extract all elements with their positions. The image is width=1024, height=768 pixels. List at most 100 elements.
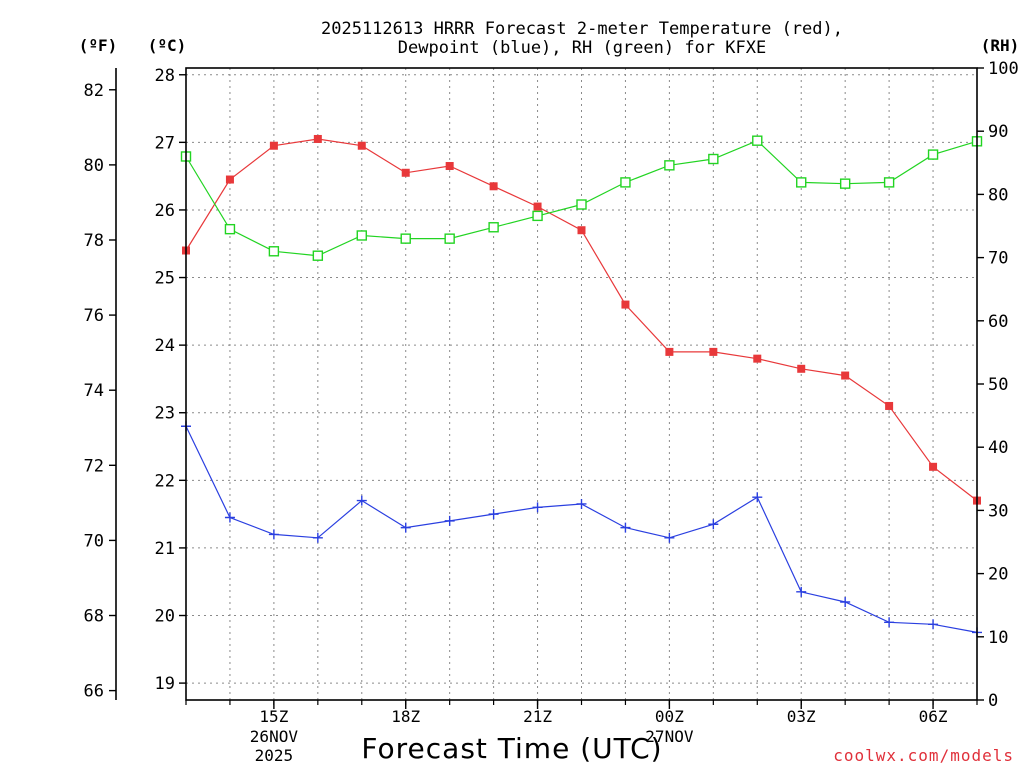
fahrenheit-tick-label: 76 <box>84 306 104 326</box>
rh-unit-label: (RH) <box>981 36 1020 55</box>
dewpoint-point <box>576 498 587 509</box>
rh-tick-label: 50 <box>988 375 1008 395</box>
chart-title-line-2: Dewpoint (blue), RH (green) for KFXE <box>398 38 766 58</box>
celsius-tick-label: 20 <box>155 607 175 627</box>
relative-humidity-point <box>752 135 763 146</box>
relative-humidity-line <box>185 139 978 257</box>
relative-humidity-point <box>620 177 631 188</box>
dewpoint-point <box>664 532 675 543</box>
fahrenheit-tick-label: 68 <box>84 607 104 627</box>
dewpoint-point <box>488 509 499 520</box>
x-tick-date-label: 2025 <box>255 746 294 765</box>
rh-tick-label: 90 <box>988 122 1008 142</box>
relative-humidity-point <box>839 178 851 189</box>
x-tick-label: 21Z <box>523 707 552 726</box>
2-meter-temperature-point <box>401 168 410 177</box>
2-meter-temperature-point <box>225 175 234 184</box>
dewpoint-point <box>752 492 763 503</box>
2-meter-temperature-point <box>797 364 806 373</box>
dewpoint-point <box>928 619 939 630</box>
celsius-tick-label: 19 <box>155 674 175 694</box>
rh-tick-label: 60 <box>988 312 1008 332</box>
x-tick-label: 03Z <box>787 707 816 726</box>
dewpoint-point <box>532 502 543 513</box>
relative-humidity-point <box>796 177 807 188</box>
relative-humidity-point <box>268 246 280 257</box>
celsius-tick-label: 28 <box>155 66 175 86</box>
site-credit: coolwx.com/models <box>833 746 1014 765</box>
celsius-tick-label: 25 <box>155 269 175 289</box>
rh-tick-label: 0 <box>988 691 998 711</box>
2-meter-temperature-point <box>357 141 366 150</box>
2-meter-temperature-point <box>489 182 498 191</box>
fahrenheit-tick-label: 70 <box>84 531 104 551</box>
dewpoint-line <box>185 425 978 633</box>
celsius-tick-label: 24 <box>155 336 175 356</box>
relative-humidity-point <box>708 153 719 165</box>
fahrenheit-tick-label: 74 <box>84 381 104 401</box>
rh-tick-label: 10 <box>988 628 1008 648</box>
relative-humidity-point <box>400 233 411 244</box>
rh-tick-label: 80 <box>988 185 1008 205</box>
fahrenheit-tick-label: 80 <box>84 156 104 176</box>
dewpoint-point <box>708 519 719 530</box>
fahrenheit-tick-label: 66 <box>84 682 104 702</box>
x-tick-label: 18Z <box>391 707 420 726</box>
x-tick-label: 06Z <box>919 707 948 726</box>
2-meter-temperature-point <box>445 162 454 171</box>
2-meter-temperature-point <box>621 300 630 309</box>
relative-humidity-point <box>444 233 455 244</box>
2-meter-temperature-point <box>885 401 894 410</box>
dewpoint-point <box>268 529 279 540</box>
2-meter-temperature-point <box>313 134 322 143</box>
2-meter-temperature-point <box>665 347 674 356</box>
2-meter-temperature-point <box>577 226 586 235</box>
celsius-tick-label: 26 <box>155 201 175 221</box>
dewpoint-point <box>840 596 851 607</box>
fahrenheit-tick-label: 78 <box>84 231 104 251</box>
x-tick-label: 00Z <box>655 707 684 726</box>
rh-tick-label: 40 <box>988 438 1008 458</box>
2-meter-temperature-point <box>753 354 762 363</box>
dewpoint-point <box>312 532 323 543</box>
rh-tick-label: 30 <box>988 501 1008 521</box>
axis-layer: 66 68 70 72 74 76 78 80 82 19 20 21 22 23 24 25 26 27 28 0 1… <box>84 59 1019 765</box>
dewpoint-point <box>444 515 455 526</box>
relative-humidity-point <box>532 210 543 222</box>
series-layer <box>180 134 983 638</box>
dewpoint-point <box>884 617 895 628</box>
celsius-unit-label: (ºC) <box>148 36 187 55</box>
2-meter-temperature-point <box>533 202 542 211</box>
x-tick-label: 15Z <box>259 707 288 726</box>
rh-tick-label: 20 <box>988 565 1008 585</box>
rh-tick-label: 100 <box>988 59 1019 79</box>
dewpoint-point <box>224 512 235 523</box>
dewpoint-point <box>356 495 367 506</box>
relative-humidity-point <box>576 199 587 210</box>
relative-humidity-point <box>927 149 939 160</box>
rh-tick-label: 70 <box>988 249 1008 269</box>
2-meter-temperature-point <box>929 462 938 471</box>
relative-humidity-point <box>224 223 236 235</box>
celsius-tick-label: 27 <box>155 133 175 153</box>
fahrenheit-tick-label: 72 <box>84 456 104 476</box>
celsius-tick-label: 22 <box>155 471 175 491</box>
dewpoint-point <box>620 522 631 533</box>
x-tick-date-label: 26NOV <box>250 727 299 746</box>
celsius-tick-label: 23 <box>155 404 175 424</box>
dewpoint-point <box>796 586 807 597</box>
relative-humidity-point <box>664 160 675 171</box>
fahrenheit-tick-label: 82 <box>84 81 104 101</box>
relative-humidity-point <box>488 222 499 233</box>
x-tick-date-label: 27NOV <box>645 727 694 746</box>
relative-humidity-point <box>356 230 367 241</box>
relative-humidity-point <box>883 177 895 188</box>
celsius-tick-label: 21 <box>155 539 175 559</box>
2-meter-temperature-point <box>709 347 718 356</box>
chart-title-line-1: 2025112613 HRRR Forecast 2-meter Tempera… <box>321 19 843 39</box>
2-meter-temperature-point <box>269 141 278 150</box>
x-axis-label: Forecast Time (UTC) <box>361 732 662 765</box>
2-meter-temperature-point <box>841 371 850 380</box>
dewpoint-point <box>400 522 411 533</box>
